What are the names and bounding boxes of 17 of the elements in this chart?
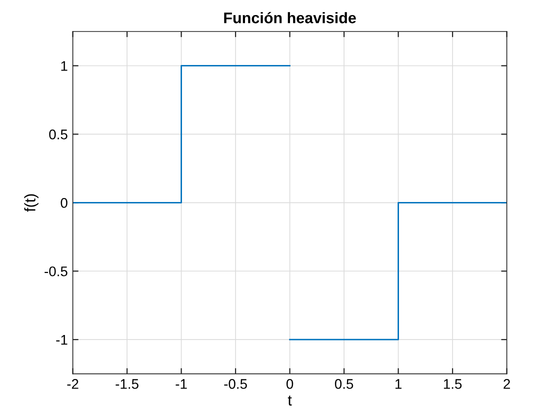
x-tick-label: 2 [504, 379, 510, 389]
y-tick-label: 1 [61, 61, 68, 71]
y-axis-title: f(t) [24, 194, 38, 212]
x-tick-label: -2 [67, 379, 78, 389]
x-tick-label: 1.5 [444, 379, 462, 389]
chart-title: Función heaviside [224, 12, 356, 24]
x-tick-label: 1 [395, 379, 402, 389]
x-tick-label: -0.5 [224, 379, 247, 389]
x-tick-label: -1 [176, 379, 187, 389]
x-tick-label: 0.5 [334, 379, 354, 389]
x-tick-label: -1.5 [116, 379, 138, 389]
y-tick-label: -1 [56, 335, 68, 345]
x-axis-title: t [288, 396, 292, 406]
y-tick-label: -0.5 [44, 266, 68, 276]
y-tick-label: 0.5 [49, 130, 68, 140]
y-tick-label: 0 [60, 198, 68, 208]
x-tick-label: 0 [286, 379, 294, 389]
